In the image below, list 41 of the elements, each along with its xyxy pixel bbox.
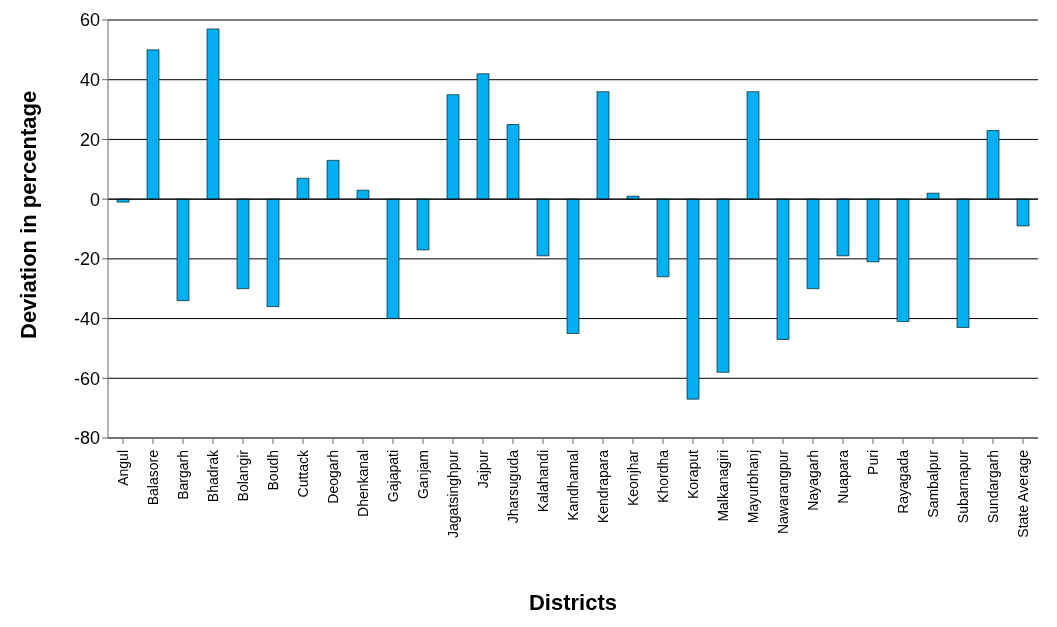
x-tick-label: Koraput [685, 449, 701, 500]
x-axis-title: Districts [528, 590, 618, 615]
x-tick-label: Boudh [265, 450, 281, 491]
y-tick-label: 0 [89, 189, 100, 210]
x-tick-label: Rayagada [895, 449, 911, 514]
x-tick-label: Gajapati [385, 450, 401, 503]
x-tick-label: Dhenkanal [355, 450, 371, 517]
x-tick-label: Ganjam [415, 450, 431, 500]
x-tick-label: Jharsuguda [505, 449, 521, 524]
x-tick-label: Mayurbhanj [745, 450, 761, 524]
x-tick-label: Nuapara [835, 449, 851, 504]
x-tick-label: Sambalpur [925, 449, 941, 518]
x-tick-label: Jagatsinghpur [445, 449, 461, 538]
y-tick-label: 60 [79, 10, 100, 31]
x-tick-label: Kalahandi [535, 450, 551, 513]
x-tick-label: Bargarh [175, 450, 191, 500]
x-tick-label: Jajpur [475, 449, 491, 489]
x-tick-label: Keonjhar [625, 449, 641, 507]
x-tick-label: Khordha [655, 449, 671, 503]
x-tick-label: Subarnapur [955, 449, 971, 524]
y-tick-label: 40 [79, 70, 100, 91]
y-tick-label: -20 [73, 249, 100, 270]
y-tick-label: -60 [73, 368, 100, 389]
x-tick-label: Nayagarh [805, 450, 821, 511]
x-tick-label: Deogarh [325, 450, 341, 504]
x-tick-label: Balasore [145, 449, 161, 506]
x-tick-label: Puri [865, 450, 881, 475]
y-axis-title: Deviation in percentage [15, 90, 41, 339]
y-tick-label: 20 [79, 129, 100, 150]
x-tick-label: Bhadrak [205, 449, 221, 503]
x-tick-label: Malkanagiri [715, 450, 731, 522]
x-tick-label: Bolangir [235, 449, 251, 502]
x-tick-label: Cuttack [295, 449, 311, 498]
y-tick-label: -80 [73, 428, 100, 449]
x-tick-label: Kandhamal [565, 450, 581, 521]
x-tick-label: State Average [1015, 449, 1031, 538]
x-tick-label: Angul [115, 450, 131, 486]
x-tick-label: Kendrapara [595, 449, 611, 524]
y-tick-label: -40 [73, 308, 100, 329]
x-tick-label: Sundargarh [985, 450, 1001, 524]
x-tick-label: Nawarangpur [775, 449, 791, 535]
